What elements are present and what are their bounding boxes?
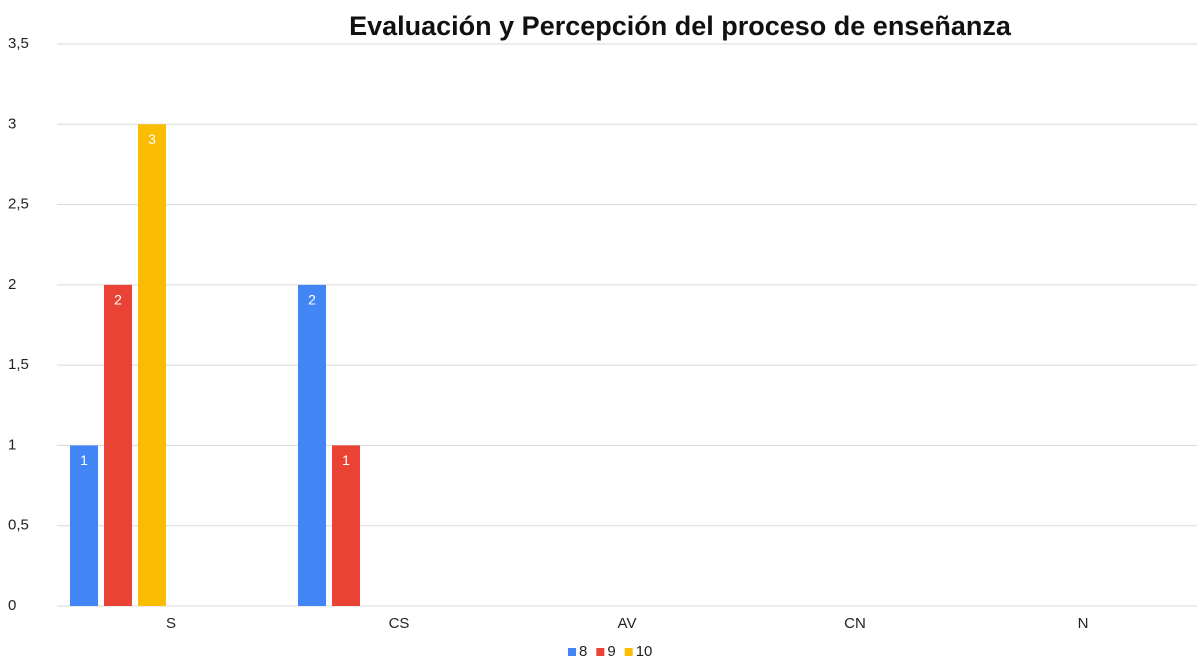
y-tick-label: 1 bbox=[8, 436, 16, 453]
y-tick-label: 2 bbox=[8, 276, 16, 293]
x-tick-label: CS bbox=[389, 615, 410, 632]
x-tick-label: N bbox=[1078, 615, 1089, 632]
chart-title: Evaluación y Percepción del proceso de e… bbox=[349, 11, 1012, 41]
legend-label: 9 bbox=[607, 643, 615, 660]
value-label: 2 bbox=[308, 292, 316, 308]
value-label: 3 bbox=[148, 131, 156, 147]
y-tick-label: 0 bbox=[8, 597, 16, 614]
x-tick-label: AV bbox=[618, 615, 637, 632]
y-tick-label: 2,5 bbox=[8, 196, 29, 213]
bar bbox=[332, 445, 360, 606]
value-label: 2 bbox=[114, 292, 122, 308]
legend-swatch bbox=[596, 648, 605, 656]
bar bbox=[298, 284, 326, 606]
x-tick-label: S bbox=[166, 615, 176, 632]
value-label: 1 bbox=[80, 452, 88, 468]
bar bbox=[104, 284, 132, 606]
legend-swatch bbox=[624, 648, 633, 656]
y-tick-label: 3 bbox=[8, 115, 16, 132]
bar bbox=[138, 124, 166, 607]
value-label: 1 bbox=[342, 452, 350, 468]
bar bbox=[70, 445, 98, 606]
y-tick-label: 0,5 bbox=[8, 517, 29, 534]
x-tick-label: CN bbox=[844, 615, 866, 632]
legend-label: 10 bbox=[636, 643, 653, 660]
y-tick-label: 3,5 bbox=[8, 35, 29, 52]
legend-label: 8 bbox=[579, 643, 587, 660]
y-tick-label: 1,5 bbox=[8, 356, 29, 373]
legend-swatch bbox=[568, 648, 576, 656]
